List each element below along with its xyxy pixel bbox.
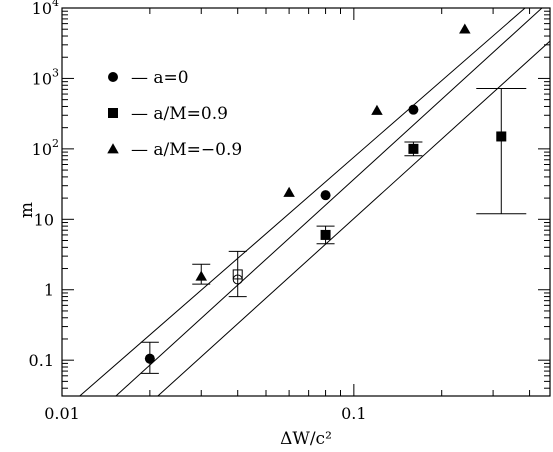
legend-marker-square bbox=[108, 108, 118, 118]
data-point-triangle bbox=[459, 23, 471, 34]
y-tick-label: 1 bbox=[44, 281, 54, 300]
x-tick-label: 0.1 bbox=[341, 404, 366, 423]
y-tick-label: 0.1 bbox=[29, 351, 54, 370]
data-point-circle bbox=[144, 353, 155, 364]
y-tick-label: 10 bbox=[34, 210, 54, 229]
axis-ticks bbox=[61, 7, 550, 396]
y-axis-title: m bbox=[17, 202, 37, 218]
legend-marker-triangle bbox=[107, 143, 119, 154]
data-point-triangle bbox=[371, 104, 383, 115]
data-point-circle bbox=[408, 104, 419, 115]
legend-label: — a/M=0.9 bbox=[131, 104, 228, 124]
data-point-triangle bbox=[283, 186, 295, 197]
fit-line-triangle bbox=[79, 8, 526, 396]
fit-line-circle bbox=[115, 8, 543, 396]
data-point-square bbox=[320, 229, 331, 240]
plot-frame bbox=[61, 7, 551, 397]
y-tick-label: 102 bbox=[32, 137, 59, 159]
legend: — a=0 — a/M=0.9 — a/M=−0.9 bbox=[107, 68, 242, 160]
legend-label: — a/M=−0.9 bbox=[131, 140, 242, 160]
error-bars bbox=[140, 87, 527, 374]
fit-lines bbox=[79, 8, 550, 396]
tick-labels: 0.01 0.1 0.1 1 10 102 103 104 bbox=[29, 0, 367, 423]
data-markers bbox=[144, 23, 507, 364]
data-point-triangle bbox=[195, 270, 207, 281]
data-point-square-open bbox=[232, 269, 243, 280]
data-point-square bbox=[496, 131, 507, 142]
data-point-circle-open bbox=[232, 274, 243, 285]
y-tick-label: 104 bbox=[32, 0, 59, 18]
fit-line-square bbox=[157, 40, 550, 396]
legend-label: — a=0 bbox=[131, 68, 189, 88]
x-axis-title: ΔW/c² bbox=[280, 429, 332, 449]
legend-marker-circle bbox=[108, 72, 118, 82]
data-point-circle bbox=[320, 190, 331, 201]
data-point-square bbox=[408, 143, 419, 154]
y-tick-label: 103 bbox=[32, 66, 59, 88]
x-tick-label: 0.01 bbox=[44, 404, 80, 423]
